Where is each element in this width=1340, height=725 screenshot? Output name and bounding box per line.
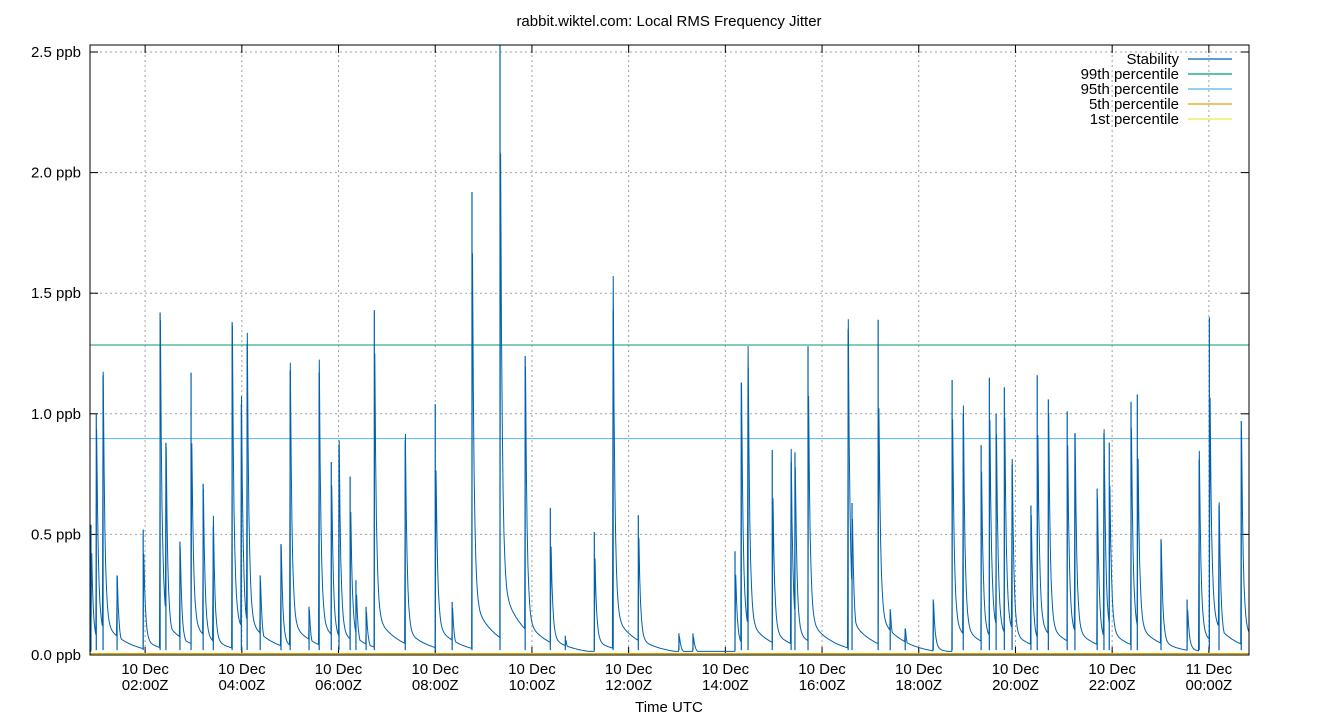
grid [90,45,1249,655]
y-tick-label: 0.0 ppb [31,647,81,664]
legend-label: 1st percentile [1090,111,1179,128]
legend-label: 5th percentile [1089,96,1179,113]
x-tick-time: 06:00Z [315,677,362,694]
x-tick-date: 10 Dec [702,661,750,678]
x-tick-date: 10 Dec [895,661,943,678]
x-tick-date: 10 Dec [508,661,556,678]
series-stability [90,153,1250,652]
x-tick-time: 02:00Z [122,677,169,694]
x-tick-date: 11 Dec [1186,661,1233,678]
series-layer [90,44,1250,655]
x-tick-time: 18:00Z [895,677,942,694]
x-tick-date: 10 Dec [1088,661,1136,678]
legend-label: 95th percentile [1081,81,1179,98]
legend-label: Stability [1126,51,1179,68]
x-tick-time: 20:00Z [992,677,1039,694]
x-tick-time: 00:00Z [1186,677,1233,694]
x-tick-date: 10 Dec [605,661,653,678]
y-tick-label: 0.5 ppb [31,526,81,543]
x-tick-time: 10:00Z [509,677,556,694]
y-tick-label: 1.0 ppb [31,406,81,423]
legend-label: 99th percentile [1081,66,1179,83]
x-tick-date: 10 Dec [798,661,846,678]
x-axis-label: Time UTC [635,699,703,716]
y-tick-label: 2.0 ppb [31,165,81,182]
x-tick-time: 08:00Z [412,677,459,694]
plot-border [89,44,1250,656]
y-tick-label: 1.5 ppb [31,285,81,302]
y-axis: 0.0 ppb 0.5 ppb 1.0 ppb 1.5 ppb 2.0 ppb 2.5 p… [31,44,1249,664]
x-tick-time: 12:00Z [605,677,652,694]
chart-title: rabbit.wiktel.com: Local RMS Frequency J… [516,13,821,30]
x-tick-time: 16:00Z [799,677,846,694]
x-tick-date: 10 Dec [411,661,459,678]
x-tick-date: 10 Dec [121,661,169,678]
y-tick-label: 2.5 ppb [31,44,81,61]
x-tick-date: 10 Dec [992,661,1040,678]
x-tick-date: 10 Dec [315,661,363,678]
x-tick-time: 22:00Z [1089,677,1136,694]
x-tick-date: 10 Dec [218,661,266,678]
x-tick-time: 14:00Z [702,677,749,694]
x-tick-time: 04:00Z [218,677,265,694]
